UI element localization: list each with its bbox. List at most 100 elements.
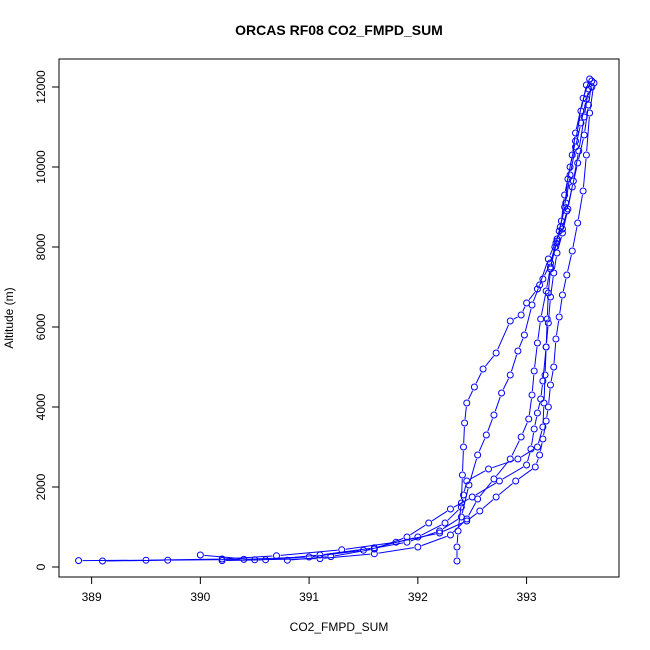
data-point [414, 543, 422, 551]
data-point [460, 491, 468, 499]
data-point [586, 109, 594, 117]
data-point [563, 271, 571, 279]
series-line-segment [497, 324, 510, 350]
data-point [539, 423, 547, 431]
data-point [542, 343, 550, 351]
series-line-segment [510, 354, 518, 372]
series-line-segment [323, 547, 371, 555]
series-line-segment [545, 322, 548, 344]
data-point [75, 557, 83, 565]
data-point [588, 83, 596, 91]
data-point [414, 533, 422, 541]
series-line-segment [498, 483, 513, 495]
series-line-segment [494, 396, 501, 412]
data-point [446, 505, 454, 513]
data-point [566, 163, 574, 171]
y-tick-label: 0 [34, 563, 48, 570]
data-point [453, 557, 461, 565]
series-line-segment [518, 338, 524, 348]
series-line-segment [589, 86, 594, 110]
series-line-segment [462, 450, 464, 472]
series-line-segment [556, 320, 560, 336]
series-line-segment [453, 498, 469, 508]
x-tick-label: 391 [299, 590, 319, 604]
y-tick-label: 10000 [34, 150, 48, 184]
data-point [506, 317, 514, 325]
data-point [470, 383, 478, 391]
series-line-segment [531, 432, 535, 446]
data-point [546, 381, 554, 389]
series-line-segment [521, 448, 535, 458]
series-line-segment [522, 306, 526, 312]
data-point [562, 199, 570, 207]
data-point [530, 425, 538, 433]
series-line-segment [562, 278, 567, 292]
data-point [536, 451, 544, 459]
series-line-segment [531, 374, 535, 392]
data-point [582, 151, 590, 159]
series-line-segment [323, 553, 371, 559]
data-point [453, 543, 461, 551]
data-point [574, 219, 582, 227]
x-axis-label: CO2_FMPD_SUM [290, 620, 389, 634]
data-point [492, 493, 500, 501]
series-line-segment [226, 559, 262, 562]
y-tick-label: 6000 [34, 313, 48, 340]
series-line-segment [442, 518, 459, 530]
series-line-segment [469, 513, 477, 519]
data-point [283, 556, 291, 564]
data-point [525, 415, 533, 423]
series-line-segment [581, 102, 586, 120]
series-line-segment [524, 308, 532, 332]
data-point [98, 557, 106, 565]
series-line-segment [502, 378, 509, 390]
data-point [585, 101, 593, 109]
series-line-segment [542, 406, 545, 424]
data-point [479, 365, 487, 373]
data-point [568, 247, 576, 255]
data-point [514, 455, 522, 463]
series-line-segment [546, 270, 551, 288]
series-line-segment [546, 296, 549, 316]
series-line-segment [538, 430, 543, 444]
data-point [520, 331, 528, 339]
series-line-segment [469, 458, 478, 482]
data-point [543, 315, 551, 323]
data-point [436, 529, 444, 537]
series-line-segment [532, 288, 539, 302]
series-line-segment [540, 294, 546, 316]
series-line-segment [470, 470, 486, 480]
series-5 [218, 83, 596, 565]
series-line-segment [559, 298, 563, 314]
series-line-segment [378, 537, 415, 548]
x-axis: 389 390 391 392 393 [82, 576, 537, 604]
series-line-segment [502, 466, 524, 480]
data-point [582, 95, 590, 103]
data-point [546, 263, 554, 271]
series-line-segment [461, 498, 464, 504]
series-line-segment [548, 272, 551, 290]
series-line-segment [367, 542, 404, 550]
series-line-segment [567, 254, 572, 272]
x-tick-label: 392 [408, 590, 428, 604]
series-line-segment [572, 226, 578, 248]
data-point [536, 281, 544, 289]
plot-marks [75, 75, 598, 565]
series-line-segment [570, 150, 576, 172]
series-line-segment [527, 452, 531, 462]
data-point [463, 515, 471, 523]
series-line-segment [534, 346, 538, 368]
data-point [572, 143, 580, 151]
data-point [558, 229, 566, 237]
series-line-segment [528, 291, 536, 301]
data-point [517, 433, 525, 441]
series-line-segment [345, 542, 393, 550]
data-point [533, 409, 541, 417]
data-point [544, 319, 552, 327]
series-line-segment [460, 478, 463, 500]
series-line-segment [586, 116, 590, 152]
series-line-segment [378, 547, 414, 554]
series-line-segment [573, 154, 579, 178]
data-point [540, 399, 548, 407]
